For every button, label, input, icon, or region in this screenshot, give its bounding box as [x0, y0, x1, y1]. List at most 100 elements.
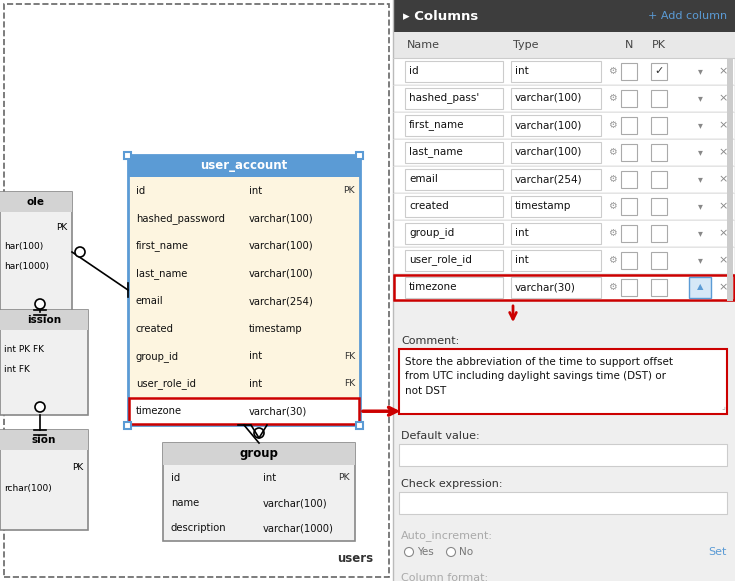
Bar [4, 4, 389, 577]
Bar [124, 152, 132, 159]
Text: ▾: ▾ [698, 255, 703, 265]
Text: har(1000): har(1000) [4, 263, 49, 271]
Bar [405, 169, 503, 190]
Text: ⚙: ⚙ [608, 120, 617, 130]
Bar [651, 279, 667, 296]
Text: int: int [515, 66, 528, 76]
Bar [511, 88, 601, 109]
Text: + Add column: + Add column [648, 11, 727, 21]
Text: email: email [136, 296, 164, 306]
Text: PK: PK [343, 187, 355, 195]
Text: description: description [171, 523, 226, 533]
Bar [621, 90, 637, 107]
Bar [511, 196, 601, 217]
Text: ×: × [718, 120, 728, 130]
Text: ×: × [718, 147, 728, 157]
Text: PK: PK [72, 464, 83, 472]
Text: Store the abbreviation of the time to support offset
from UTC including daylight: Store the abbreviation of the time to su… [405, 357, 673, 396]
Text: created: created [136, 324, 174, 333]
Bar [511, 277, 601, 298]
Bar [0, 430, 88, 530]
Bar [0, 430, 88, 450]
Text: timezone: timezone [409, 282, 457, 292]
Bar [621, 279, 637, 296]
Text: hashed_password: hashed_password [136, 213, 225, 224]
Bar [405, 277, 503, 298]
Bar [511, 142, 601, 163]
Text: ⚙: ⚙ [608, 228, 617, 238]
Bar [394, 275, 734, 300]
Bar [405, 142, 503, 163]
Bar [394, 167, 734, 192]
Bar [511, 223, 601, 244]
Text: int: int [248, 186, 262, 196]
Text: No: No [459, 547, 473, 557]
Text: ⚙: ⚙ [608, 147, 617, 157]
Text: int PK FK: int PK FK [4, 346, 44, 354]
Bar [356, 421, 364, 429]
Circle shape [404, 547, 414, 557]
Text: first_name: first_name [136, 241, 189, 252]
Text: har(100): har(100) [4, 242, 43, 252]
Text: id: id [171, 473, 180, 483]
Text: hashed_pass': hashed_pass' [409, 92, 479, 103]
Circle shape [446, 547, 456, 557]
Text: varchar(100): varchar(100) [248, 241, 313, 251]
Text: ▲: ▲ [697, 282, 703, 292]
Text: int: int [515, 228, 528, 238]
Text: user_role_id: user_role_id [136, 378, 196, 389]
Text: ▸ Columns: ▸ Columns [403, 9, 478, 23]
Text: ✓: ✓ [654, 66, 664, 76]
Bar [124, 421, 132, 429]
Bar [399, 492, 727, 514]
Text: Set: Set [709, 547, 727, 557]
Bar [511, 250, 601, 271]
Bar [511, 169, 601, 190]
Bar [405, 223, 503, 244]
Text: varchar(1000): varchar(1000) [263, 523, 334, 533]
Bar [394, 221, 734, 246]
Text: rchar(100): rchar(100) [4, 483, 51, 493]
Bar [511, 61, 601, 82]
Text: last_name: last_name [136, 268, 187, 279]
Bar [394, 194, 734, 219]
Text: timestamp: timestamp [248, 324, 302, 333]
Bar [356, 152, 364, 159]
Text: varchar(254): varchar(254) [515, 174, 583, 184]
Text: varchar(100): varchar(100) [248, 213, 313, 223]
Text: created: created [409, 201, 449, 211]
Bar [393, 32, 735, 58]
Text: Auto_increment:: Auto_increment: [401, 530, 493, 541]
Text: Default value:: Default value: [401, 431, 480, 441]
Bar [0, 310, 88, 415]
Text: timezone: timezone [136, 406, 182, 416]
Bar [394, 275, 734, 300]
Bar [405, 115, 503, 136]
Text: group_id: group_id [136, 351, 179, 361]
Text: ole: ole [27, 197, 45, 207]
Text: ×: × [718, 174, 728, 184]
Bar [405, 250, 503, 271]
Text: ⚙: ⚙ [608, 255, 617, 265]
Text: N: N [625, 40, 633, 50]
Text: ⚙: ⚙ [608, 93, 617, 103]
Text: Comment:: Comment: [401, 336, 459, 346]
Bar [394, 86, 734, 111]
Bar [621, 198, 637, 215]
Bar [621, 252, 637, 269]
Bar [394, 248, 734, 273]
Text: ▾: ▾ [698, 120, 703, 130]
Text: varchar(100): varchar(100) [515, 147, 582, 157]
Text: ⚙: ⚙ [608, 201, 617, 211]
Bar [399, 444, 727, 466]
Text: FK: FK [344, 379, 355, 388]
Text: ▾: ▾ [698, 93, 703, 103]
Text: id: id [409, 66, 419, 76]
Bar [727, 58, 733, 301]
Bar [0, 310, 88, 330]
Bar [394, 140, 734, 165]
Text: ×: × [718, 282, 728, 292]
Bar [128, 155, 360, 177]
Circle shape [75, 247, 85, 257]
Text: varchar(30): varchar(30) [515, 282, 576, 292]
